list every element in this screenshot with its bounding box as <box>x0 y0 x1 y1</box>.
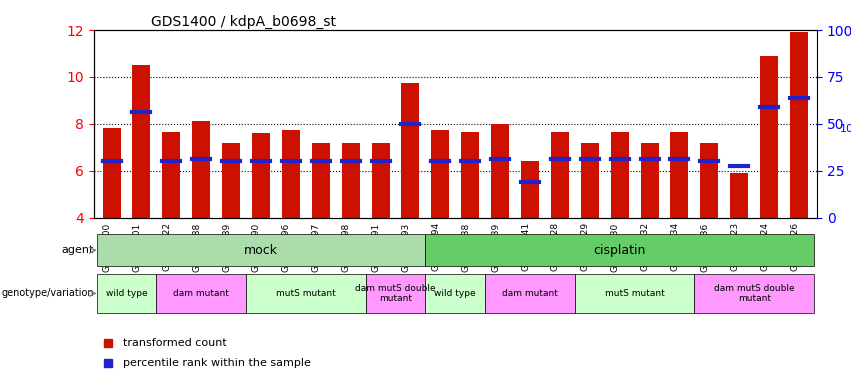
Bar <box>372 142 390 218</box>
Bar <box>311 142 329 218</box>
FancyBboxPatch shape <box>574 274 694 313</box>
Text: transformed count: transformed count <box>123 338 226 348</box>
Text: mutS mutant: mutS mutant <box>605 289 665 298</box>
FancyBboxPatch shape <box>97 234 426 266</box>
Bar <box>730 173 748 217</box>
Bar <box>671 132 688 218</box>
Bar <box>222 142 240 218</box>
Text: dam mutant: dam mutant <box>502 289 558 298</box>
Bar <box>790 32 808 218</box>
FancyBboxPatch shape <box>366 274 426 313</box>
Text: agent: agent <box>62 245 94 255</box>
FancyBboxPatch shape <box>157 274 246 313</box>
Bar <box>282 130 300 218</box>
Bar <box>192 122 210 218</box>
Bar <box>641 142 659 218</box>
FancyBboxPatch shape <box>246 274 366 313</box>
Bar <box>551 132 568 218</box>
Text: GDS1400 / kdpA_b0698_st: GDS1400 / kdpA_b0698_st <box>151 15 336 29</box>
Text: dam mutS double
mutant: dam mutS double mutant <box>714 284 795 303</box>
Bar <box>461 132 479 218</box>
Bar <box>133 65 151 218</box>
Bar <box>402 83 420 218</box>
FancyBboxPatch shape <box>485 274 574 313</box>
Bar <box>342 142 360 218</box>
Bar <box>611 132 629 218</box>
FancyBboxPatch shape <box>694 274 814 313</box>
Bar <box>103 128 121 217</box>
FancyBboxPatch shape <box>97 274 157 313</box>
Text: percentile rank within the sample: percentile rank within the sample <box>123 358 311 368</box>
Bar <box>700 142 718 218</box>
Bar <box>252 133 270 218</box>
Text: wild type: wild type <box>106 289 147 298</box>
Bar <box>760 56 778 217</box>
Bar <box>521 161 539 218</box>
Text: cisplatin: cisplatin <box>593 244 646 257</box>
Y-axis label: 100%: 100% <box>840 124 851 134</box>
FancyBboxPatch shape <box>426 234 814 266</box>
Text: mock: mock <box>244 244 278 257</box>
Text: genotype/variation: genotype/variation <box>2 288 94 298</box>
Text: wild type: wild type <box>435 289 476 298</box>
Text: mutS mutant: mutS mutant <box>276 289 335 298</box>
Bar <box>431 130 449 218</box>
Bar <box>491 124 509 218</box>
Text: dam mutant: dam mutant <box>174 289 229 298</box>
Bar <box>581 142 599 218</box>
Bar <box>163 132 180 218</box>
Text: dam mutS double
mutant: dam mutS double mutant <box>355 284 436 303</box>
FancyBboxPatch shape <box>426 274 485 313</box>
